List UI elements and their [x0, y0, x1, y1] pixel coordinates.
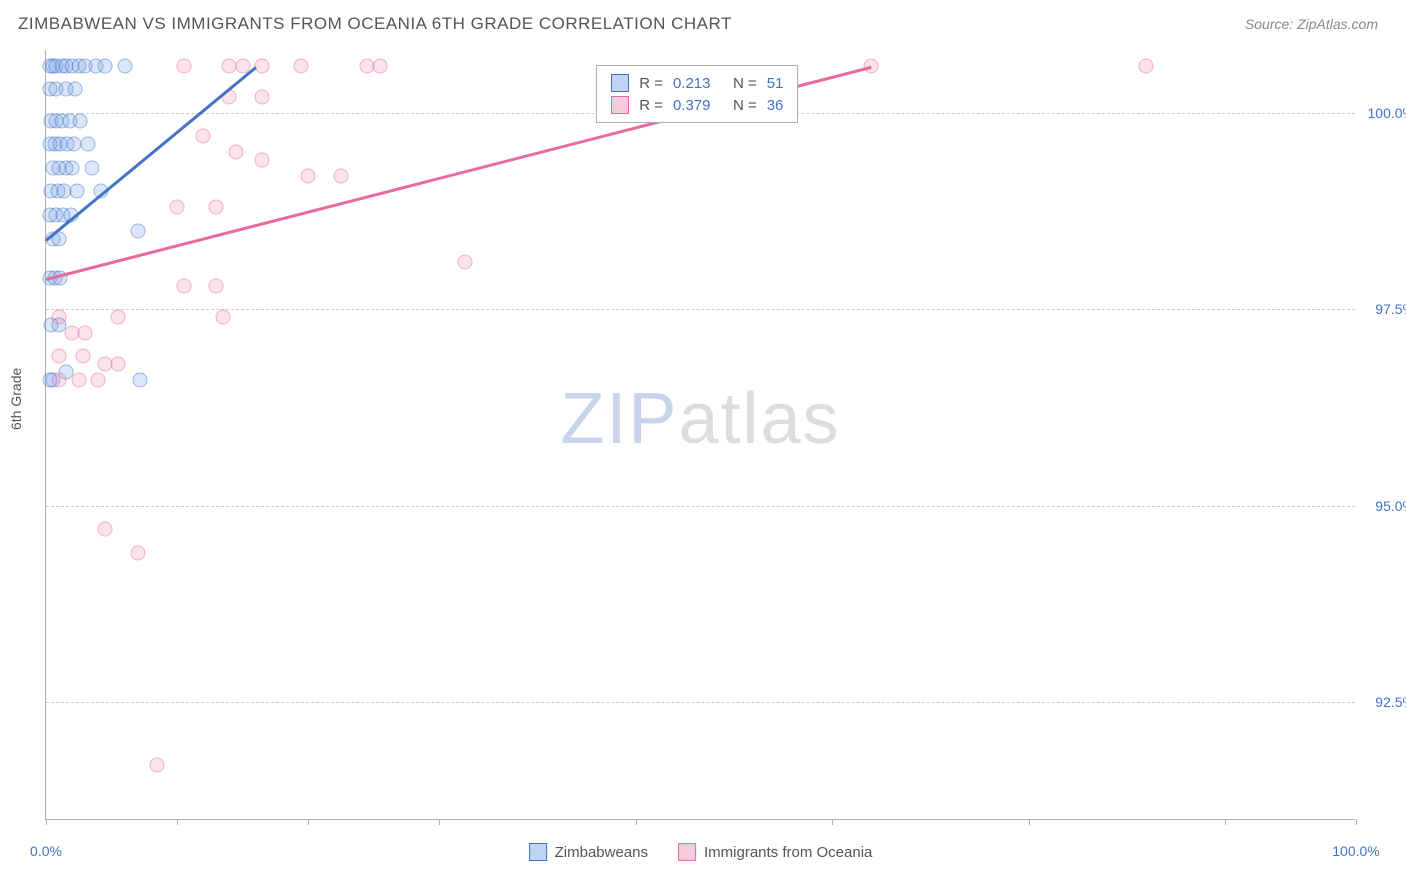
x-tick — [439, 819, 440, 825]
x-tick — [308, 819, 309, 825]
x-tick-label: 100.0% — [1332, 843, 1379, 859]
data-point — [66, 137, 81, 152]
data-point — [215, 310, 230, 325]
data-point — [301, 168, 316, 183]
y-tick-label: 97.5% — [1360, 301, 1406, 317]
x-tick-label: 0.0% — [30, 843, 62, 859]
x-tick — [832, 819, 833, 825]
source-attribution: Source: ZipAtlas.com — [1245, 16, 1378, 32]
data-point — [255, 153, 270, 168]
data-point — [97, 58, 112, 73]
chart-header: ZIMBABWEAN VS IMMIGRANTS FROM OCEANIA 6T… — [0, 0, 1406, 42]
data-point — [97, 522, 112, 537]
data-point — [176, 278, 191, 293]
legend-label: Zimbabweans — [555, 844, 648, 861]
data-point — [130, 223, 145, 238]
stat-value: 36 — [767, 97, 784, 114]
legend-item: Zimbabweans — [529, 843, 648, 861]
data-point — [228, 145, 243, 160]
data-point — [130, 545, 145, 560]
data-point — [864, 58, 879, 73]
data-point — [65, 160, 80, 175]
data-point — [67, 82, 82, 97]
x-tick — [636, 819, 637, 825]
legend-label: Immigrants from Oceania — [704, 844, 872, 861]
data-point — [80, 137, 95, 152]
y-tick-label: 95.0% — [1360, 498, 1406, 514]
y-tick-label: 100.0% — [1360, 105, 1406, 121]
plot-area — [46, 50, 1355, 819]
x-tick — [1029, 819, 1030, 825]
data-point — [209, 200, 224, 215]
data-point — [91, 373, 106, 388]
data-point — [294, 58, 309, 73]
legend-item: Immigrants from Oceania — [678, 843, 872, 861]
data-point — [255, 58, 270, 73]
data-point — [111, 357, 126, 372]
y-tick-label: 92.5% — [1360, 694, 1406, 710]
y-axis-label: 6th Grade — [8, 368, 24, 430]
data-point — [209, 278, 224, 293]
legend-swatch — [678, 843, 696, 861]
scatter-chart: 92.5%95.0%97.5%100.0% 0.0%100.0% ZIPatla… — [45, 50, 1355, 820]
data-point — [150, 758, 165, 773]
data-point — [78, 325, 93, 340]
stat-value: 0.379 — [673, 97, 723, 114]
chart-title: ZIMBABWEAN VS IMMIGRANTS FROM OCEANIA 6T… — [18, 14, 732, 34]
legend: Zimbabweans Immigrants from Oceania — [529, 843, 873, 861]
data-point — [176, 58, 191, 73]
data-point — [52, 310, 67, 325]
data-point — [111, 310, 126, 325]
stats-row: R = 0.213 N = 51 — [611, 72, 783, 94]
series-swatch — [611, 74, 629, 92]
data-point — [117, 58, 132, 73]
data-point — [133, 373, 148, 388]
data-point — [373, 58, 388, 73]
x-tick — [1225, 819, 1226, 825]
stat-label: N = — [733, 97, 757, 114]
stat-value: 0.213 — [673, 75, 723, 92]
x-tick — [1356, 819, 1357, 825]
data-point — [73, 113, 88, 128]
stat-label: N = — [733, 75, 757, 92]
data-point — [52, 373, 67, 388]
stat-label: R = — [639, 97, 663, 114]
data-point — [196, 129, 211, 144]
data-point — [75, 349, 90, 364]
data-point — [170, 200, 185, 215]
stat-label: R = — [639, 75, 663, 92]
data-point — [52, 349, 67, 364]
data-point — [84, 160, 99, 175]
data-point — [70, 184, 85, 199]
stats-box: R = 0.213 N = 51 R = 0.379 N = 36 — [596, 65, 798, 123]
stats-row: R = 0.379 N = 36 — [611, 94, 783, 116]
legend-swatch — [529, 843, 547, 861]
x-tick — [46, 819, 47, 825]
stat-value: 51 — [767, 75, 784, 92]
data-point — [71, 373, 86, 388]
x-tick — [177, 819, 178, 825]
data-point — [458, 255, 473, 270]
data-point — [255, 90, 270, 105]
data-point — [333, 168, 348, 183]
series-swatch — [611, 96, 629, 114]
data-point — [1139, 58, 1154, 73]
